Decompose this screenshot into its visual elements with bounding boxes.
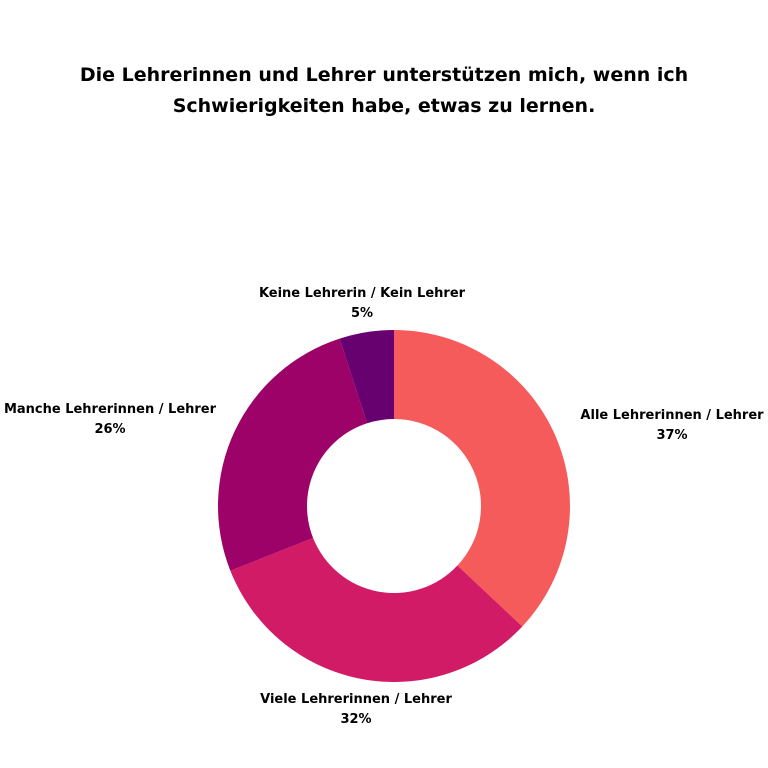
- slice-label-alle-name: Alle Lehrerinnen / Lehrer: [580, 408, 764, 423]
- slice-keine: [339, 330, 394, 424]
- slice-label-viele-name: Viele Lehrerinnen / Lehrer: [260, 692, 452, 707]
- slice-label-viele: Viele Lehrerinnen / Lehrer 32%: [206, 690, 506, 730]
- slice-label-alle: Alle Lehrerinnen / Lehrer 37%: [522, 406, 768, 446]
- slice-alle: [394, 330, 571, 627]
- chart-title-line-2: Schwierigkeiten habe, etwas zu lernen.: [172, 95, 596, 117]
- slice-viele: [230, 538, 523, 683]
- slice-label-keine: Keine Lehrerin / Kein Lehrer 5%: [212, 284, 512, 324]
- slice-manche: [217, 338, 368, 571]
- slice-label-viele-value: 32%: [340, 712, 372, 727]
- slice-label-manche: Manche Lehrerinnen / Lehrer 26%: [0, 400, 260, 440]
- chart-title-line-1: Die Lehrerinnen und Lehrer unterstützen …: [79, 64, 689, 86]
- slice-label-manche-name: Manche Lehrerinnen / Lehrer: [3, 402, 217, 417]
- slice-label-manche-value: 26%: [94, 422, 126, 437]
- slice-label-keine-name: Keine Lehrerin / Kein Lehrer: [258, 286, 466, 301]
- slice-label-keine-value: 5%: [350, 306, 374, 321]
- slice-label-alle-value: 37%: [656, 428, 688, 443]
- chart-title: Die Lehrerinnen und Lehrer unterstützen …: [60, 60, 708, 122]
